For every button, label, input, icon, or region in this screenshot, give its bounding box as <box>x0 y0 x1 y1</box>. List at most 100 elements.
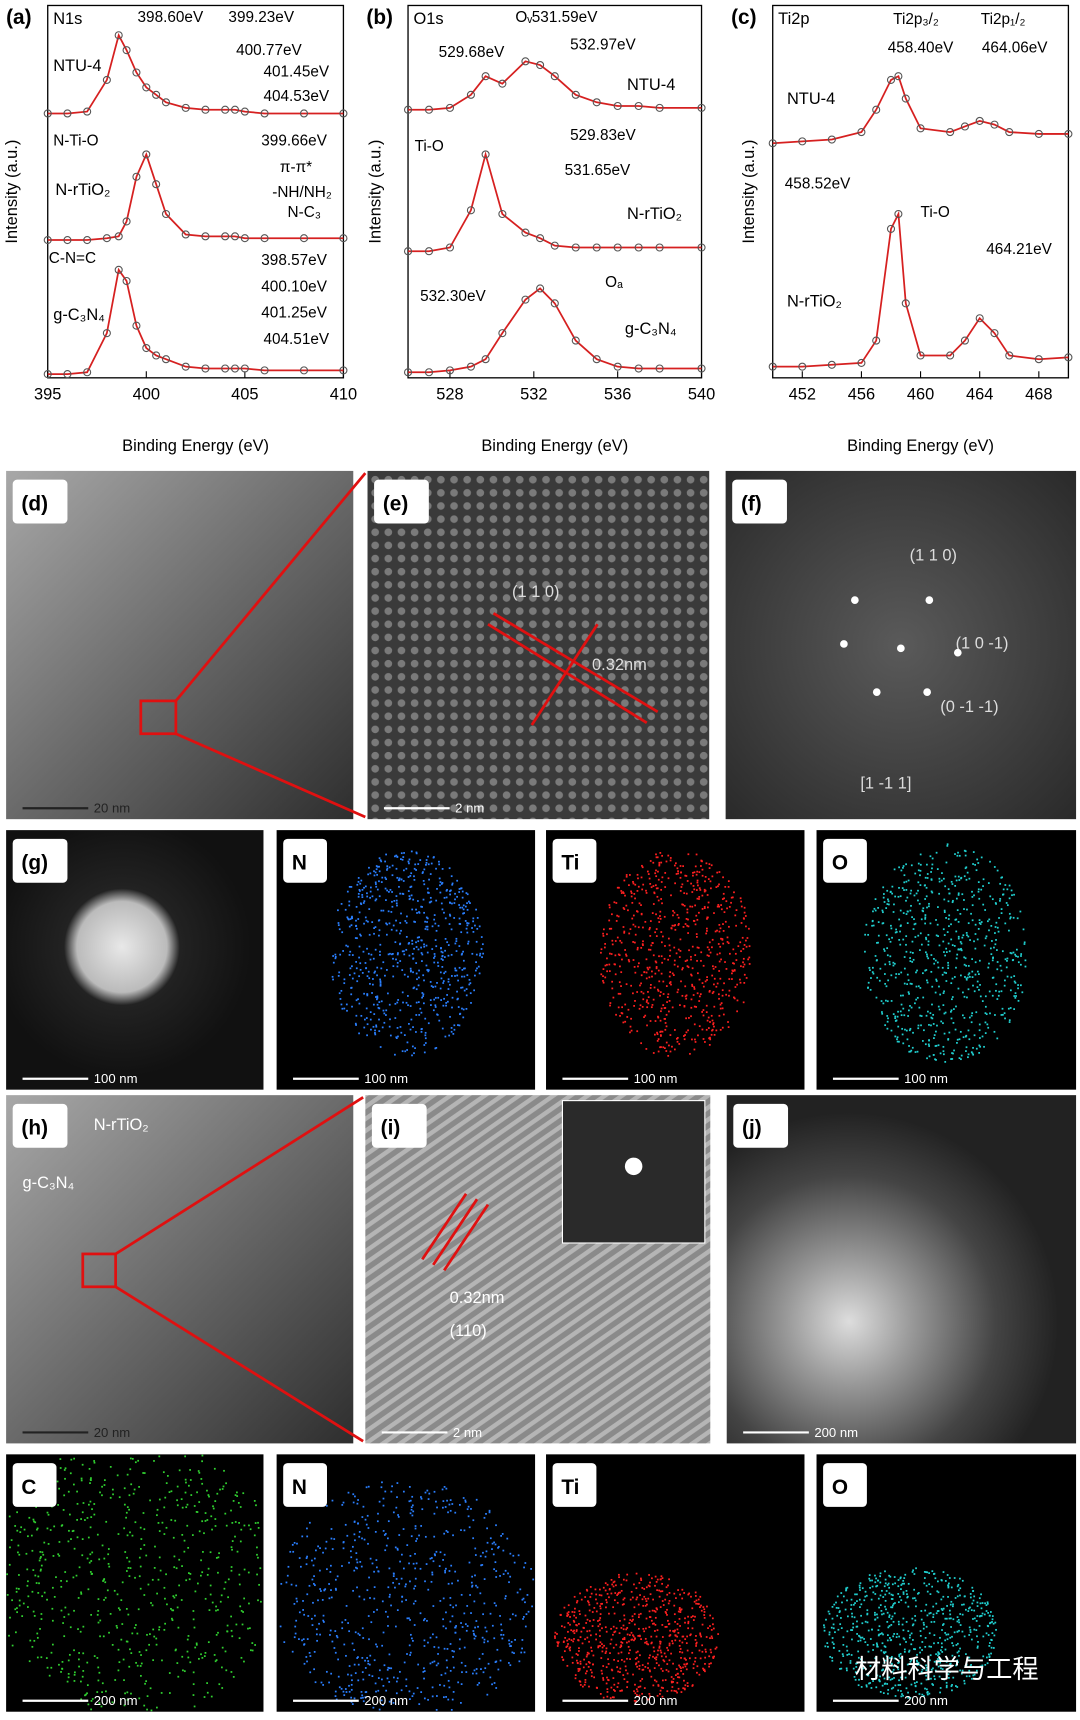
map-dot <box>605 1590 607 1592</box>
map-dot <box>205 1512 207 1514</box>
map-dot <box>118 1533 120 1535</box>
map-dot <box>848 1653 850 1655</box>
map-dot <box>460 1622 462 1624</box>
map-dot <box>190 1479 192 1481</box>
map-dot <box>367 1515 369 1517</box>
map-dot <box>924 918 926 920</box>
map-dot <box>140 1588 142 1590</box>
map-dot <box>841 1602 843 1604</box>
map-dot <box>930 871 932 873</box>
map-dot <box>930 971 932 973</box>
map-dot <box>36 1582 38 1584</box>
map-dot <box>890 941 892 943</box>
map-dot <box>396 868 398 870</box>
map-dot <box>386 934 388 936</box>
map-dot <box>351 924 353 926</box>
map-dot <box>183 1551 185 1553</box>
map-dot <box>973 851 975 853</box>
map-dot <box>913 1589 915 1591</box>
map-dot <box>392 958 394 960</box>
map-dot <box>977 981 979 983</box>
map-dot <box>657 871 659 873</box>
map-dot <box>881 1590 883 1592</box>
map-dot <box>524 1562 526 1564</box>
map-dot <box>152 1604 154 1606</box>
map-dot <box>740 950 742 952</box>
map-dot <box>586 1670 588 1672</box>
map-dot <box>666 1014 668 1016</box>
map-dot <box>900 895 902 897</box>
map-dot <box>623 926 625 928</box>
map-dot <box>662 1031 664 1033</box>
map-dot <box>902 1042 904 1044</box>
map-dot <box>81 1478 83 1480</box>
map-dot <box>117 1474 119 1476</box>
map-dot <box>658 970 660 972</box>
map-dot <box>477 1626 479 1628</box>
map-dot <box>389 1596 391 1598</box>
map-dot <box>657 1017 659 1019</box>
map-dot <box>681 1598 683 1600</box>
map-dot <box>104 1581 106 1583</box>
map-dot <box>577 1600 579 1602</box>
map-dot <box>451 975 453 977</box>
map-dot <box>979 919 981 921</box>
map-dot <box>389 923 391 925</box>
map-dot <box>600 1657 602 1659</box>
map-dot <box>430 1004 432 1006</box>
map-dot <box>376 974 378 976</box>
map-dot <box>414 879 416 881</box>
map-dot <box>719 952 721 954</box>
map-dot <box>363 923 365 925</box>
map-dot <box>911 864 913 866</box>
map-dot <box>711 1015 713 1017</box>
map-dot <box>385 922 387 924</box>
map-dot <box>99 1635 101 1637</box>
map-dot <box>1014 954 1016 956</box>
map-dot <box>431 948 433 950</box>
map-dot <box>982 1000 984 1002</box>
map-dot <box>606 1696 608 1698</box>
map-dot <box>887 1017 889 1019</box>
map-dot <box>672 915 674 917</box>
map-dot <box>437 1663 439 1665</box>
map-dot <box>103 1578 105 1580</box>
map-dot <box>566 1615 568 1617</box>
map-dot <box>140 1675 142 1677</box>
map-dot <box>140 1654 142 1656</box>
map-dot <box>224 1513 226 1515</box>
map-dot <box>112 1493 114 1495</box>
map-dot <box>923 1582 925 1584</box>
map-dot <box>644 1666 646 1668</box>
map-dot <box>460 1529 462 1531</box>
image-annotation: (110) <box>450 1322 487 1340</box>
map-dot <box>829 1656 831 1658</box>
map-dot <box>636 1652 638 1654</box>
map-dot <box>128 1509 130 1511</box>
map-dot <box>1003 889 1005 891</box>
annotation: 399.66eV <box>261 133 327 150</box>
map-dot <box>696 1672 698 1674</box>
map-dot <box>686 1668 688 1670</box>
map-dot <box>626 1681 628 1683</box>
map-dot <box>439 884 441 886</box>
map-dot <box>173 1597 175 1599</box>
map-dot <box>445 1611 447 1613</box>
map-dot <box>979 960 981 962</box>
map-dot <box>386 865 388 867</box>
map-dot <box>617 1602 619 1604</box>
map-dot <box>350 993 352 995</box>
map-dot <box>890 925 892 927</box>
map-dot <box>420 947 422 949</box>
panel-label: N <box>292 852 307 875</box>
map-dot <box>444 897 446 899</box>
map-dot <box>945 1649 947 1651</box>
map-dot <box>418 1014 420 1016</box>
map-dot <box>82 1626 84 1628</box>
map-dot <box>205 1520 207 1522</box>
annotation: 401.25eV <box>261 305 327 322</box>
map-dot <box>686 1636 688 1638</box>
map-dot <box>1017 917 1019 919</box>
map-dot <box>729 953 731 955</box>
map-dot <box>712 939 714 941</box>
